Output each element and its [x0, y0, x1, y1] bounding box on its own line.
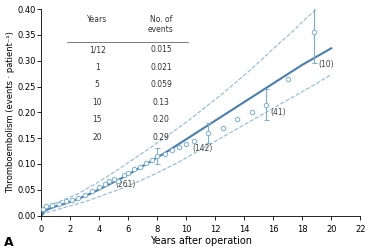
Text: 0.015: 0.015 — [150, 45, 172, 54]
Text: 0.20: 0.20 — [152, 115, 170, 124]
Text: (41): (41) — [270, 108, 286, 117]
Text: 1/12: 1/12 — [89, 45, 106, 54]
Text: 0.13: 0.13 — [152, 98, 170, 107]
Text: 20: 20 — [92, 133, 102, 142]
X-axis label: Years after operation: Years after operation — [150, 236, 252, 246]
Text: (261): (261) — [115, 180, 136, 189]
Text: 0.059: 0.059 — [150, 80, 172, 89]
Text: 0.29: 0.29 — [152, 133, 170, 142]
Text: 0.021: 0.021 — [150, 63, 172, 72]
Y-axis label: Thromboembolism (events · patient⁻¹): Thromboembolism (events · patient⁻¹) — [6, 32, 14, 193]
Text: 15: 15 — [92, 115, 102, 124]
Text: (142): (142) — [192, 144, 213, 153]
Text: Years: Years — [87, 15, 107, 24]
Text: (10): (10) — [318, 60, 334, 69]
Text: 1: 1 — [95, 63, 99, 72]
Text: No. of
events: No. of events — [148, 15, 174, 34]
Text: 10: 10 — [92, 98, 102, 107]
Text: 5: 5 — [95, 80, 100, 89]
Text: A: A — [4, 236, 13, 249]
